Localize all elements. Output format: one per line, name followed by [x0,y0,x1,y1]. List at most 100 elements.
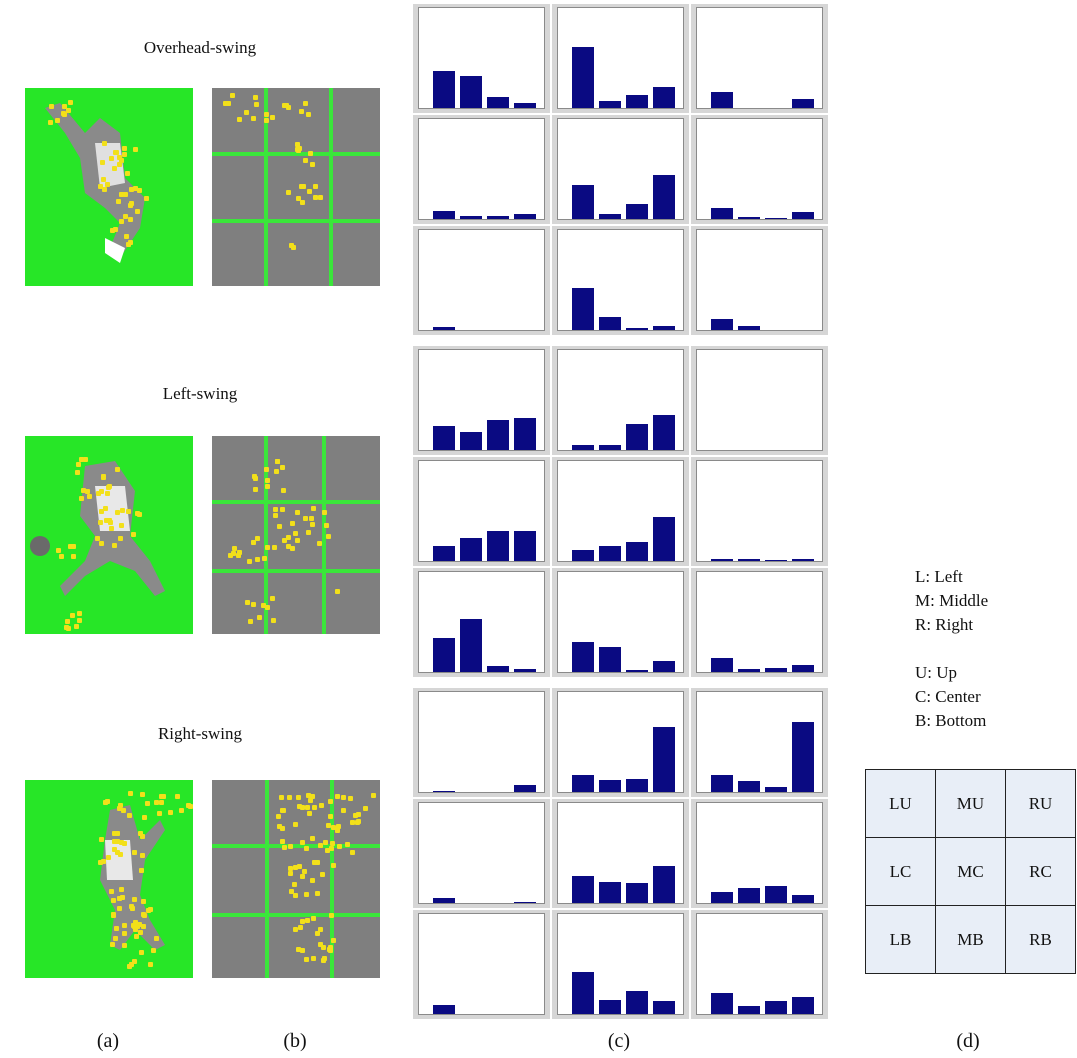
histogram-bar [737,888,761,903]
histogram-bar [737,781,761,792]
histogram-bar [653,866,676,903]
histogram-panel [691,346,828,455]
region-cell: LU [865,769,936,838]
histogram-panel [413,688,550,797]
histogram-bar [710,558,733,561]
histogram-bar [625,423,649,450]
histogram-panel [691,568,828,677]
histogram-bar [625,542,649,561]
region-cell: RU [1005,769,1076,838]
legend-line: R: Right [915,615,974,634]
histogram-panel [691,910,828,1019]
histogram-panel [691,799,828,908]
histogram-bar [432,1004,455,1014]
histogram-bar [737,216,761,219]
histogram-bar [598,1000,622,1014]
histogram-bar [432,210,455,219]
histogram-panel [552,457,689,566]
histogram-bar [459,537,483,561]
histogram-bar [653,174,676,219]
caption-d: (d) [956,1030,980,1052]
player-image-right [25,780,193,978]
histogram-panel [413,568,550,677]
histogram-bar [764,217,788,219]
histogram-bar [598,213,622,219]
histogram-bar [432,71,455,108]
histogram-bar [432,425,455,450]
legend-line: M: Middle [915,591,989,610]
histogram-bar [710,775,733,792]
histogram-panel [552,688,689,797]
histogram-bar [514,668,537,672]
histogram-panel [691,457,828,566]
histogram-panel [552,799,689,908]
histogram-bar [764,667,788,672]
histogram-bar [571,775,594,792]
histogram-bar [653,1001,676,1014]
region-table: LU MU RU LC MC RC LB MB RB [865,769,1076,974]
histogram-panel [552,226,689,335]
histogram-bar [653,516,676,561]
histogram-panel [552,910,689,1019]
histogram-bar [432,638,455,672]
region-cell: MB [935,905,1006,974]
histogram-bar [792,894,815,903]
histogram-bar [653,86,676,108]
histogram-bar [486,531,510,561]
histogram-bar [625,95,649,108]
player-image-overhead [25,88,193,286]
histogram-panel [413,910,550,1019]
histogram-bar [598,646,622,672]
histogram-panel [691,4,828,113]
histogram-bar [571,46,594,108]
legend-line: L: Left [915,567,963,586]
histogram-bar [571,971,594,1014]
histogram-bar [710,892,733,903]
histogram-bar [764,886,788,903]
histogram-bar [710,992,733,1014]
region-cell: MC [935,837,1006,906]
histogram-panel [413,4,550,113]
histogram-bar [625,204,649,219]
histogram-bar [514,213,537,219]
row-title-overhead: Overhead-swing [143,38,257,57]
histogram-bar [459,619,483,672]
histogram-bar [737,325,761,330]
histogram-bar [571,287,594,330]
legend-line: U: Up [915,663,958,682]
histogram-bar [571,550,594,561]
histogram-bar [598,881,622,903]
histogram-bar [653,726,676,792]
histogram-bar [737,1005,761,1014]
histogram-bar [514,418,537,450]
row-title-left: Left-swing [162,384,238,403]
histogram-bar [459,215,483,219]
grid-image-overhead [212,88,380,286]
histogram-bar [792,211,815,219]
histogram-panel [552,568,689,677]
histogram-bar [710,208,733,219]
histogram-bar [792,664,815,672]
player-silhouette-icon [30,461,165,596]
histogram-bar [710,319,733,330]
histogram-bar [653,325,676,330]
histogram-bar [764,786,788,792]
histogram-bar [792,558,815,561]
histogram-bar [625,779,649,792]
histogram-bar [737,558,761,561]
caption-b: (b) [283,1030,307,1052]
histogram-bar [625,669,649,672]
histogram-bar [514,102,537,108]
histogram-bar [571,875,594,903]
histogram-bar [486,420,510,450]
region-cell: RC [1005,837,1076,906]
histogram-panel [691,226,828,335]
histogram-panel [552,346,689,455]
histogram-bar [737,668,761,672]
histogram-bar [792,722,815,792]
histogram-bar [598,444,622,450]
histogram-bar [514,784,537,792]
histogram-bar [571,185,594,219]
histogram-panel [552,115,689,224]
histogram-panel [552,4,689,113]
